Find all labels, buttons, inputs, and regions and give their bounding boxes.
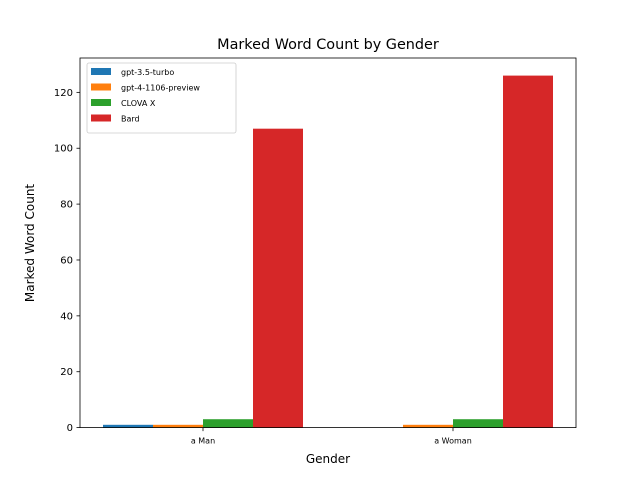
bar-bard-0: [253, 128, 303, 428]
legend-swatch-2: [91, 99, 111, 106]
x-tick-label-0: a Man: [191, 437, 215, 446]
x-axis: a Man a Woman: [191, 427, 472, 446]
y-tick-label-2: 40: [60, 311, 73, 322]
legend-label-3: Bard: [121, 115, 140, 124]
y-axis-label: Marked Word Count: [23, 184, 37, 303]
legend-swatch-3: [91, 114, 111, 122]
legend-label-0: gpt-3.5-turbo: [121, 68, 174, 77]
legend: gpt-3.5-turbo gpt-4-1106-preview CLOVA X Ba…: [86, 62, 237, 134]
y-tick-label-0: 0: [67, 423, 73, 434]
bar-clova-x-0: [203, 419, 253, 428]
x-tick-label-1: a Woman: [434, 437, 472, 446]
legend-swatch-0: [91, 68, 111, 75]
bar-gpt-4-1106-preview-1: [403, 424, 453, 428]
bars-layer: [103, 75, 553, 428]
bar-gpt-3-5-turbo-0: [103, 424, 153, 428]
legend-label-2: CLOVA X: [121, 99, 156, 108]
y-tick-label-4: 80: [60, 200, 73, 211]
legend-swatch-1: [91, 83, 111, 91]
y-tick-label-6: 120: [54, 88, 73, 99]
legend-label-1: gpt-4-1106-preview: [121, 84, 200, 93]
y-tick-label-1: 20: [60, 367, 73, 378]
plot-frame: [79, 57, 577, 429]
y-tick-label-3: 60: [60, 255, 73, 266]
chart-title: Marked Word Count by Gender: [217, 37, 439, 53]
y-axis: 0 20 40 60 80 100 120: [54, 88, 80, 434]
bar-bard-1: [503, 75, 553, 428]
x-axis-label: Gender: [306, 452, 350, 466]
bar-clova-x-1: [453, 419, 503, 428]
bar-gpt-4-1106-preview-0: [153, 424, 203, 428]
legend-box: [86, 62, 237, 134]
y-tick-label-5: 100: [54, 144, 73, 155]
